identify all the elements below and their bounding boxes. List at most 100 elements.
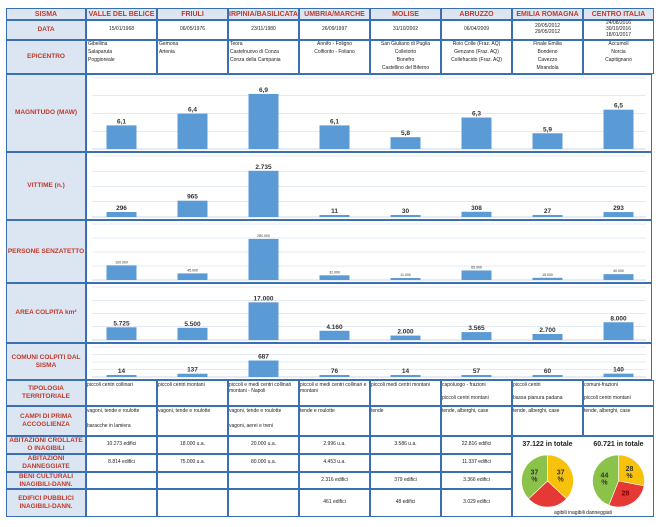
- bar-value-label: 137: [187, 367, 198, 374]
- row-value-beni: 2.316 edifici: [321, 476, 348, 483]
- bar: [532, 334, 563, 340]
- date-cell: [370, 20, 441, 40]
- row-value-danneggiate: 4.453 u.a.: [323, 459, 346, 465]
- row-cell-campi: [86, 406, 157, 436]
- row-cell-danneggiate: [228, 454, 299, 472]
- pie-title: 60.721 in totale: [593, 441, 643, 448]
- epicentro-value: Annifo - Foligno: [316, 41, 353, 47]
- date-value: 06/04/2009: [463, 26, 490, 32]
- row-cell-tipologia: [299, 380, 370, 406]
- row-value-crollate: 18.000 u.a.: [179, 441, 206, 447]
- row-value-danneggiate: 8.814 edifici: [108, 459, 135, 465]
- row-label-crollate: ABITAZIONI CROLLATE O INAGIBILI: [6, 436, 86, 454]
- bar-value-label: 6,1: [330, 118, 339, 125]
- row-value-campi: vagoni, tende e roulotte: [229, 408, 282, 414]
- pie-legend: agibili inagibili danneggiati: [553, 510, 613, 516]
- row-value-tipologia: piccoli centri collinari: [87, 382, 133, 388]
- row-cell-danneggiate: [441, 454, 512, 472]
- row-value-campi: vagoni, tende e roulotte: [158, 408, 211, 414]
- row-cell-campi: [228, 406, 299, 436]
- row-cell-campi: [157, 406, 228, 436]
- bar: [106, 265, 137, 280]
- bar: [319, 215, 350, 217]
- bar-value-label: 32.000: [329, 270, 340, 274]
- row-cell-tipologia: [157, 380, 228, 406]
- row-cell-campi: [370, 406, 441, 436]
- epicentro-value: Mirandola: [536, 65, 559, 71]
- bar-value-label: 14: [118, 368, 126, 375]
- pie-slice: [618, 454, 645, 487]
- epicentro-value: Gibellina: [88, 41, 108, 47]
- date-cell: [512, 20, 583, 40]
- row-value-campi: tende, alberghi, case: [584, 408, 631, 414]
- chart-area: [86, 220, 652, 283]
- date-cell: [441, 20, 512, 40]
- pie-slice: [592, 454, 619, 506]
- epicentro-value: Bonefro: [396, 57, 415, 63]
- row-cell-danneggiate: [299, 454, 370, 472]
- row-value-edifici: 461 edifici: [323, 499, 346, 505]
- bar-value-label: 57: [473, 368, 481, 375]
- bar: [319, 125, 350, 149]
- bar: [319, 330, 350, 340]
- row-cell-edifici: [441, 489, 512, 517]
- epicentro-value: Artenia: [159, 49, 175, 55]
- pie-slice-label: %: [601, 479, 608, 486]
- row-value-tipologia: capoluogo - frazioni: [442, 382, 486, 388]
- row-value-beni: 3.366 edifici: [463, 476, 490, 483]
- bar-value-label: 296: [116, 205, 127, 212]
- date-cell: [583, 20, 654, 40]
- bar: [532, 375, 563, 377]
- row-value-tipologia: comuni-frazioni: [584, 382, 618, 388]
- date-value: 23/11/1980: [251, 26, 276, 32]
- bar: [106, 375, 137, 377]
- bar-value-label: 40.000: [613, 269, 624, 273]
- row-value-crollate: 22.816 edifici: [461, 441, 492, 447]
- bar-value-label: 11.000: [400, 273, 410, 277]
- bar: [532, 215, 563, 217]
- epicentro-value: Teora: [230, 41, 243, 47]
- bar: [248, 360, 279, 377]
- date-cell: [157, 20, 228, 40]
- row-cell-edifici: [157, 489, 228, 517]
- epicentro-value: Capitignano: [605, 57, 632, 63]
- bar-value-label: 6,5: [614, 103, 623, 110]
- bar-value-label: 308: [471, 205, 482, 212]
- row-cell-tipologia: [228, 380, 299, 406]
- date-value: 26/09/1997: [321, 26, 348, 32]
- epicentro-value: San Giuliano di Puglia: [380, 41, 431, 47]
- chart-area: [86, 152, 652, 220]
- bar-value-label: 5,9: [543, 126, 552, 133]
- epicentro-value: Castellino del Biferno: [381, 65, 430, 71]
- pie-area: [512, 436, 654, 517]
- date-value: 29/05/2012: [534, 29, 561, 35]
- row-value-tipologia: bassa pianura padana: [513, 395, 563, 401]
- chart-label: VITTIME (n.): [6, 152, 86, 220]
- row-value-crollate: 20.000 u.a.: [250, 441, 277, 447]
- row-cell-danneggiate: [157, 454, 228, 472]
- date-value: 20/05/2012: [534, 23, 561, 29]
- chart-label: COMUNI COLPITI DAL SISMA: [6, 343, 86, 380]
- bar: [390, 278, 421, 280]
- row-cell-beni: [299, 472, 370, 489]
- bar-value-label: 30: [402, 208, 410, 215]
- pie-slice-label: %: [531, 476, 538, 483]
- date-value: 06/05/1976: [179, 26, 206, 32]
- row-label-campi: CAMPI DI PRIMA ACCOGLIENZA: [6, 406, 86, 436]
- bar-value-label: 965: [187, 194, 198, 201]
- row-cell-beni: [157, 472, 228, 489]
- bar-value-label: 100.000: [115, 260, 128, 264]
- bar: [177, 113, 208, 149]
- header-event: FRIULI: [157, 8, 228, 20]
- header-event: MOLISE: [370, 8, 441, 20]
- date-value: 24/08/2016: [605, 20, 632, 26]
- bar-value-label: 5,8: [401, 130, 410, 137]
- bar-value-label: 4.160: [326, 324, 343, 331]
- row-value-campi: tende, alberghi, case: [513, 408, 560, 414]
- bar: [106, 125, 137, 149]
- bar: [248, 93, 279, 149]
- bar-value-label: 2.735: [255, 164, 272, 171]
- epicentro-value: Gemona: [159, 41, 179, 47]
- chart-label: PERSONE SENZATETTO: [6, 220, 86, 283]
- row-cell-beni: [228, 472, 299, 489]
